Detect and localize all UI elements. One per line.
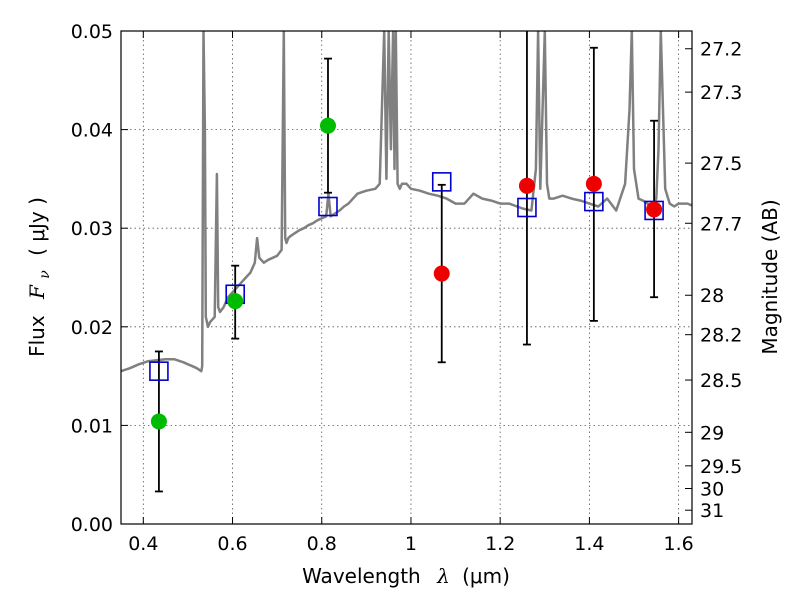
mag-tick-label: 28 xyxy=(700,285,724,307)
y-tick-label: 0.01 xyxy=(71,415,113,437)
mag-tick-label: 29.5 xyxy=(700,456,742,478)
plot-frame xyxy=(120,30,693,525)
mag-tick-label: 27.2 xyxy=(700,39,742,61)
x-tick-label: 0.8 xyxy=(307,533,337,555)
red-data-point xyxy=(433,265,450,282)
plot-area xyxy=(121,31,692,493)
x-tick-label: 0.6 xyxy=(217,533,247,555)
y-axis-label-text: Flux xyxy=(25,315,49,357)
model-square-marker xyxy=(584,191,604,212)
axis-ticks: 0.4 0.6 0.8 1 1.2 1.4 1.6 0.00 0.01 0.02 0.03 0.04 0… xyxy=(71,21,743,555)
x-axis-label-text: Wavelength xyxy=(302,564,421,588)
mag-tick-label: 27.3 xyxy=(700,82,742,104)
mag-tick-label: 29 xyxy=(700,422,724,444)
spectrum-line xyxy=(121,31,692,373)
model-square-marker xyxy=(318,196,338,217)
mag-tick-label: 31 xyxy=(700,500,724,522)
y-tick-label: 0.03 xyxy=(71,218,113,240)
mag-tick-label: 28.2 xyxy=(700,325,742,347)
green-data-point xyxy=(150,413,167,430)
x-tick-label: 1.2 xyxy=(485,533,515,555)
green-data-point xyxy=(319,117,336,134)
red-data-point xyxy=(585,175,602,192)
model-square-marker xyxy=(644,200,664,221)
y-tick-label: 0.05 xyxy=(71,21,113,43)
y-tick-label: 0.02 xyxy=(71,317,113,339)
y-tick-label: 0.00 xyxy=(71,514,113,536)
y-axis-label-subscript: ν xyxy=(37,270,53,279)
y-axis-label: Flux F ν ( μJy ) xyxy=(25,197,54,357)
x-tick-label: 0.4 xyxy=(128,533,158,555)
red-data-point xyxy=(518,177,535,194)
mag-tick-label: 27.7 xyxy=(700,213,742,235)
y-tick-label: 0.04 xyxy=(71,120,113,142)
mag-tick-label: 30 xyxy=(700,479,724,501)
x-tick-label: 1.6 xyxy=(664,533,694,555)
y-axis-label-unit: ( μJy ) xyxy=(25,197,49,256)
y-axis-label-symbol: F xyxy=(25,284,49,300)
model-square-marker xyxy=(149,361,169,381)
green-data-point xyxy=(227,293,244,310)
y2-axis-label: Magnitude (AB) xyxy=(758,199,782,354)
x-axis-label-symbol: λ xyxy=(436,564,450,588)
x-axis-label-unit: (μm) xyxy=(462,564,510,588)
mag-tick-label: 28.5 xyxy=(700,370,742,392)
x-axis-label: Wavelength λ (μm) xyxy=(302,564,510,588)
red-data-point xyxy=(646,201,663,218)
mag-tick-label: 27.5 xyxy=(700,153,742,175)
x-tick-label: 1.4 xyxy=(574,533,604,555)
model-square-marker xyxy=(431,172,452,192)
x-tick-label: 1 xyxy=(405,533,417,555)
model-square-marker xyxy=(517,197,537,218)
